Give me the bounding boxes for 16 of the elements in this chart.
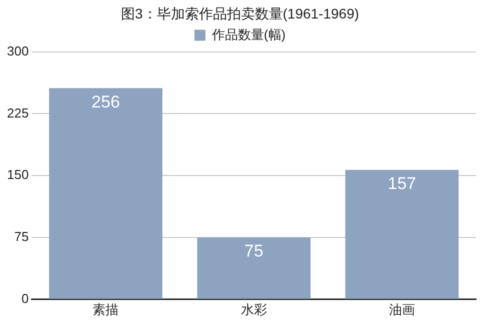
data-label: 157: [388, 174, 416, 194]
legend-label: 作品数量(幅): [210, 26, 286, 42]
data-label: 256: [92, 92, 120, 112]
y-tick-label: 300: [6, 43, 29, 58]
bar: [49, 88, 162, 299]
bar: [197, 238, 310, 299]
bar: [345, 170, 459, 299]
x-tick-label: 水彩: [240, 302, 267, 317]
y-tick-label: 0: [21, 290, 29, 306]
y-tick-label: 150: [6, 167, 29, 182]
y-tick-label: 75: [14, 229, 29, 244]
x-tick-label: 素描: [92, 302, 119, 317]
x-tick-label: 油画: [388, 302, 415, 317]
y-tick-label: 225: [6, 105, 29, 120]
data-label: 75: [244, 242, 264, 261]
chart-title: 图3：毕加索作品拍卖数量(1961-1969): [120, 5, 360, 22]
